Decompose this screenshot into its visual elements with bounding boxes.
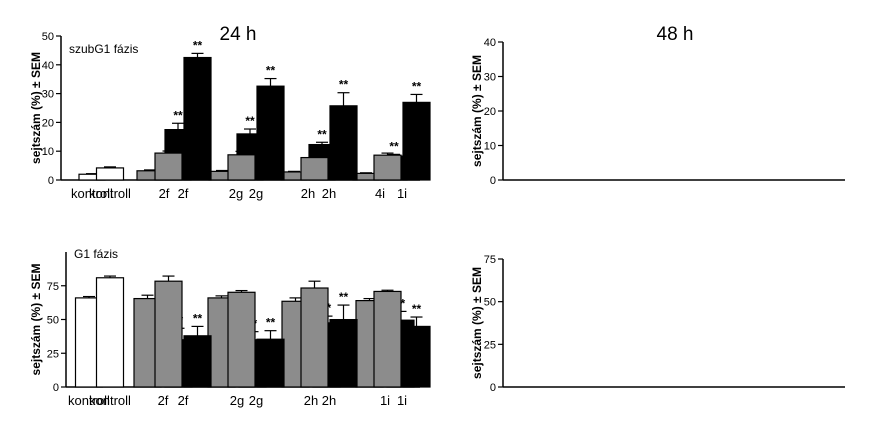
category-label: kontroll xyxy=(71,186,113,201)
significance-marker: ** xyxy=(245,114,255,128)
y-axis-title: sejtszám (%) ± SEM xyxy=(29,264,43,376)
category-label: 4i xyxy=(375,186,385,201)
phase-label: G1 fázis xyxy=(74,247,118,261)
chart-panel-3: 0 25 50 75 sejtszám (%) ± SEM G1 fázis kontrol… xyxy=(29,247,420,408)
significance-marker: ** xyxy=(266,64,276,78)
y-axis-title: sejtszám (%) ± SEM xyxy=(470,55,484,167)
category-label: 2f xyxy=(178,393,189,408)
significance-marker: ** xyxy=(317,127,327,141)
bar-control-kontroll xyxy=(95,167,125,181)
category-label: kontroll xyxy=(89,186,131,201)
panel-title: 48 h xyxy=(657,24,694,45)
bar-gray-2f xyxy=(154,280,183,388)
y-axis-title: sejtszám (%) ± SEM xyxy=(29,52,43,164)
bar-gray-1i xyxy=(373,154,402,181)
bar-control-kontroll xyxy=(95,277,125,388)
y-tick-label: 25 xyxy=(484,339,496,351)
y-tick-label: 20 xyxy=(42,117,54,129)
y-tick-label: 10 xyxy=(42,146,54,158)
category-label: 2g xyxy=(249,393,263,408)
category-label: 2h xyxy=(304,393,318,408)
category-label: kontroll xyxy=(68,393,110,408)
category-label: kontroll xyxy=(89,393,131,408)
category-label: 2g xyxy=(229,186,243,201)
y-tick-label: 40 xyxy=(484,37,496,49)
category-label: 2h xyxy=(301,186,315,201)
y-tick-label: 75 xyxy=(484,254,496,266)
bar-gray-1i xyxy=(373,290,402,388)
category-label: 1i xyxy=(397,393,407,408)
category-label: 2g xyxy=(249,186,263,201)
bar-black-2h xyxy=(329,318,358,388)
phase-label: szubG1 fázis xyxy=(69,42,138,56)
category-label: 2f xyxy=(158,393,169,408)
category-label: 2f xyxy=(178,186,189,201)
category-label: 2h xyxy=(322,186,336,201)
y-tick-label: 25 xyxy=(47,348,59,360)
significance-marker: ** xyxy=(193,38,203,52)
significance-marker: ** xyxy=(193,311,203,325)
chart-panel-1: 0 10 20 30 40 50 sejtszám (%) ± SEM 24 h szubG1 … xyxy=(29,24,420,201)
category-label: 1i xyxy=(397,186,407,201)
y-tick-label: 40 xyxy=(42,60,54,72)
bar-gray-2h xyxy=(300,287,329,388)
category-label: 2f xyxy=(159,186,170,201)
bar-black-2h xyxy=(329,105,358,181)
significance-marker: ** xyxy=(266,316,276,330)
panel-title: 24 h xyxy=(220,24,257,45)
y-tick-label: 75 xyxy=(47,281,59,293)
significance-marker: ** xyxy=(339,290,349,304)
y-tick-label: 10 xyxy=(484,141,496,153)
significance-marker: ** xyxy=(412,79,422,93)
y-axis-title: sejtszám (%) ± SEM xyxy=(470,267,484,379)
significance-marker: ** xyxy=(389,139,399,153)
bar-black-2g xyxy=(256,85,285,181)
significance-marker: ** xyxy=(412,302,422,316)
bar-black-1i xyxy=(402,101,431,181)
bar-gray-2h xyxy=(300,156,329,181)
y-tick-label: 30 xyxy=(42,89,54,101)
category-label: 2g xyxy=(230,393,244,408)
bar-black-2f xyxy=(183,335,212,388)
y-tick-label: 30 xyxy=(484,72,496,84)
y-tick-label: 0 xyxy=(490,382,496,394)
bar-gray-2f xyxy=(154,152,183,181)
y-tick-label: 50 xyxy=(484,297,496,309)
y-tick-label: 0 xyxy=(53,382,59,394)
y-tick-label: 50 xyxy=(47,315,59,327)
y-tick-label: 0 xyxy=(48,175,54,187)
y-tick-label: 20 xyxy=(484,106,496,118)
category-label: 1i xyxy=(380,393,390,408)
y-tick-label: 0 xyxy=(490,175,496,187)
y-tick-label: 50 xyxy=(42,31,54,43)
bar-black-1i xyxy=(402,325,431,388)
category-label: 2h xyxy=(322,393,336,408)
bar-gray-2g xyxy=(227,291,256,388)
bar-gray-2g xyxy=(227,154,256,181)
significance-marker: ** xyxy=(173,108,183,122)
bar-black-2g xyxy=(256,338,285,388)
significance-marker: ** xyxy=(339,78,349,92)
bar-black-2f xyxy=(183,56,212,181)
